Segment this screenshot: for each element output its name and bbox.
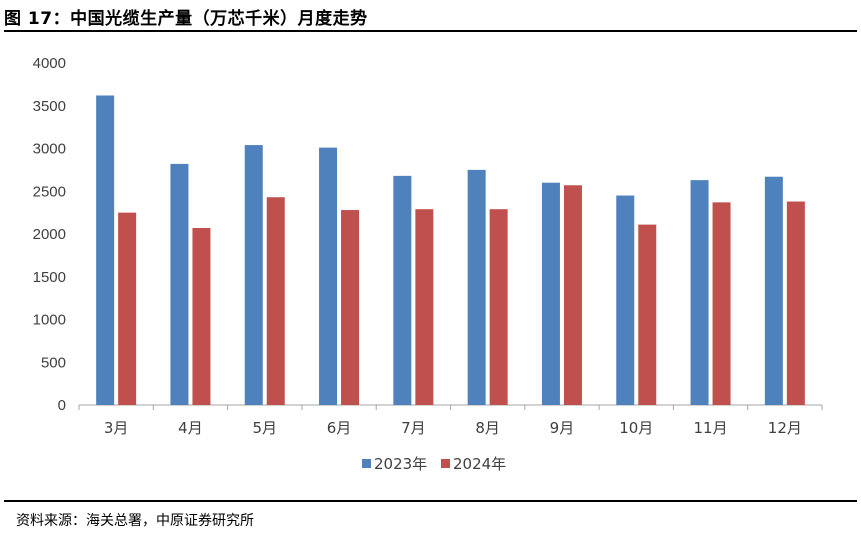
- bar-2024年-6月: [341, 210, 360, 405]
- y-tick-label: 4000: [33, 55, 66, 72]
- bar-2024年-10月: [638, 224, 657, 405]
- source-note: 资料来源：海关总署，中原证券研究所: [16, 513, 254, 529]
- bar-2023年-4月: [170, 163, 189, 405]
- legend-label: 2024年: [453, 455, 506, 473]
- bar-2023年-12月: [764, 176, 783, 405]
- y-tick-label: 2000: [33, 226, 66, 243]
- y-axis: 0 500 1000 1500 2000 2500 3000 3500 4000: [33, 55, 66, 414]
- y-tick-label: 3000: [33, 141, 66, 158]
- x-tick-label: 3月: [104, 419, 129, 437]
- y-tick-label: 3500: [33, 98, 66, 115]
- bar-2023年-7月: [393, 175, 412, 405]
- x-tick-label: 9月: [550, 419, 575, 437]
- x-tick-label: 4月: [178, 419, 203, 437]
- y-tick-label: 1000: [33, 312, 66, 329]
- bar-2023年-9月: [541, 182, 560, 405]
- x-axis: 3月 4月 5月 6月 7月 8月 9月 10月 11月 12月: [78, 404, 823, 437]
- x-tick-label: 10月: [619, 419, 653, 437]
- x-tick-label: 11月: [694, 419, 728, 437]
- bar-2024年-3月: [118, 212, 137, 405]
- y-tick-label: 1500: [33, 269, 66, 286]
- bar-2024年-4月: [192, 228, 211, 405]
- bar-2024年-7月: [415, 209, 434, 405]
- bar-2024年-5月: [266, 197, 285, 405]
- bar-2024年-11月: [712, 202, 731, 405]
- bar-2023年-11月: [690, 180, 709, 405]
- bar-2023年-10月: [616, 195, 635, 405]
- x-tick-label: 8月: [475, 419, 500, 437]
- bar-2024年-12月: [786, 201, 805, 405]
- y-tick-label: 500: [41, 354, 66, 371]
- bar-2023年-6月: [319, 147, 338, 405]
- bar-2024年-9月: [563, 185, 582, 405]
- bar-2023年-3月: [96, 95, 115, 406]
- bar-2023年-5月: [244, 145, 263, 405]
- top-rule: [4, 30, 857, 32]
- x-tick-label: 6月: [327, 419, 352, 437]
- y-tick-label: 2500: [33, 183, 66, 200]
- legend-label: 2023年: [374, 455, 427, 473]
- legend-swatch-2024年: [441, 459, 450, 468]
- x-tick-label: 5月: [252, 419, 277, 437]
- bars: [96, 95, 805, 406]
- legend: 2023年 2024年: [362, 455, 506, 473]
- bar-2024年-8月: [489, 209, 508, 405]
- y-tick-label: 0: [58, 397, 66, 414]
- bottom-rule: [4, 500, 857, 502]
- x-tick-label: 7月: [401, 419, 426, 437]
- bar-2023年-8月: [467, 169, 486, 405]
- figure-title: 图 17：中国光缆生产量（万芯千米）月度走势: [4, 9, 368, 29]
- legend-swatch-2023年: [362, 459, 371, 468]
- x-tick-label: 12月: [768, 419, 802, 437]
